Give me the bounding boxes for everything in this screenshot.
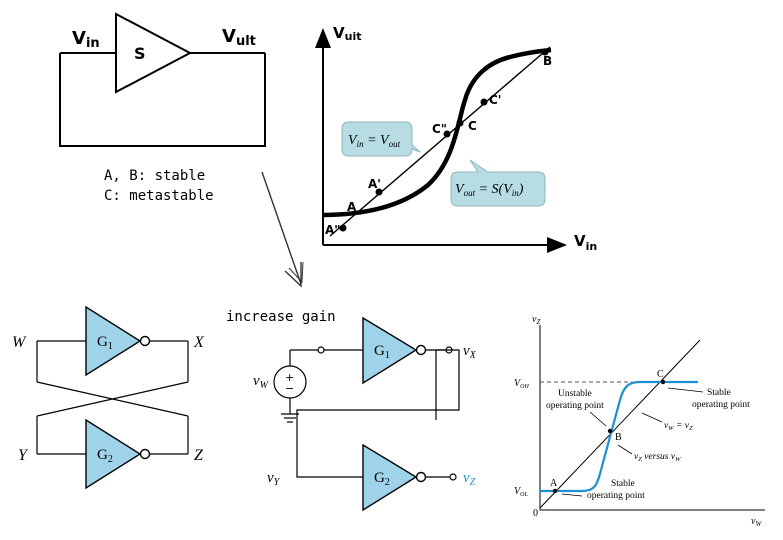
callout-identity: Vin = Vout	[341, 121, 421, 157]
point-a2	[339, 224, 347, 232]
stable-top-line1: Stable	[707, 388, 731, 398]
op-point-b	[607, 428, 613, 434]
gate-s-label: S	[134, 44, 146, 63]
latch-left: W X Y Z G1 G2	[12, 305, 205, 490]
point-a1	[375, 188, 383, 196]
x-axis-label: Vin	[574, 232, 597, 253]
stable-bottom-line1: Stable	[611, 479, 635, 489]
gate-g2-left-label: G2	[97, 447, 113, 465]
op-point-c	[660, 379, 666, 385]
gate-g1-left-label: G1	[97, 334, 113, 352]
vol-label: VOL	[514, 486, 528, 498]
label-point-c: C	[657, 369, 664, 380]
versus-label: vZ versus vW	[634, 452, 681, 463]
unstable-line2: operating point	[546, 401, 604, 411]
label-a2: A"	[325, 223, 341, 237]
gate-g2-left	[85, 418, 142, 490]
svg-text:−: −	[285, 382, 294, 395]
gate-g1-mid-label: G1	[374, 343, 390, 361]
identity-line	[329, 46, 551, 237]
op-point-a	[552, 488, 558, 494]
gate-g2-mid-label: G2	[374, 470, 390, 488]
label-c: C	[468, 119, 477, 133]
point-c1	[480, 98, 488, 106]
point-c	[456, 119, 464, 127]
terminal-z	[449, 473, 457, 481]
voh-label: VOH	[514, 378, 529, 390]
increase-gain-caption: increase gain	[226, 309, 336, 325]
callout-transfer: Vout = S(Vin)	[450, 159, 546, 207]
vout-label: Vult	[222, 26, 256, 49]
svg-text:+: +	[285, 371, 294, 384]
inverter-bubble-1	[139, 335, 151, 347]
note-stable: A, B: stable	[104, 168, 205, 184]
label-vy: vY	[267, 470, 281, 488]
gate-s	[115, 12, 193, 94]
note-metastable: C: metastable	[104, 188, 214, 204]
increase-gain-arrow	[261, 171, 304, 288]
inverter-bubble-3	[415, 344, 427, 356]
identity-line-vw-eq-vz	[539, 339, 701, 509]
label-b: B	[543, 54, 552, 68]
eq-line-label: vW = vZ	[664, 421, 693, 432]
ground-icon	[281, 413, 299, 423]
stable-bottom-line2: operating point	[587, 491, 645, 501]
point-b	[541, 48, 549, 56]
svg-text:Vout = S(Vin): Vout = S(Vin)	[455, 182, 524, 198]
latch-middle: + − vW vX vY vZ G1 G2	[253, 316, 477, 512]
vw-axis-label: vW	[751, 516, 762, 528]
transfer-characteristic-plot: vZ vW 0 VOH VOL A B C Stable operating p…	[514, 314, 765, 528]
inverter-bubble-2	[139, 448, 151, 460]
label-z: Z	[194, 447, 204, 464]
s-curve-plot: Vuit Vin A A" A' C" C C' B Vin = Vout Vo…	[315, 24, 597, 253]
gate-g1-left	[85, 305, 142, 377]
label-point-a: A	[550, 478, 558, 489]
label-a: A	[347, 200, 357, 214]
stable-top-line2: operating point	[692, 400, 750, 410]
label-vx: vX	[463, 343, 477, 361]
label-y: Y	[18, 447, 29, 464]
point-c2	[443, 130, 451, 138]
label-a1: A'	[368, 177, 381, 191]
feedback-loop-block: S Vin Vult A, B: stable C: metastable	[59, 12, 266, 204]
transfer-curve	[540, 380, 698, 493]
label-x: X	[193, 334, 205, 351]
label-c2: C"	[432, 122, 447, 136]
label-w: W	[12, 334, 27, 351]
origin-label: 0	[533, 508, 538, 519]
svg-text:Vin = Vout: Vin = Vout	[348, 133, 401, 149]
inverter-bubble-4	[415, 471, 427, 483]
vin-label: Vin	[72, 28, 100, 51]
terminal-w	[317, 346, 325, 354]
label-vw: vW	[253, 373, 270, 391]
s-transfer-curve	[321, 47, 552, 218]
label-point-b: B	[615, 432, 622, 443]
vz-axis-label: vZ	[532, 314, 540, 326]
label-c1: C'	[489, 93, 501, 107]
label-vz: vZ	[463, 470, 476, 488]
unstable-line1: Unstable	[558, 389, 592, 399]
y-axis-label: Vuit	[333, 24, 361, 43]
